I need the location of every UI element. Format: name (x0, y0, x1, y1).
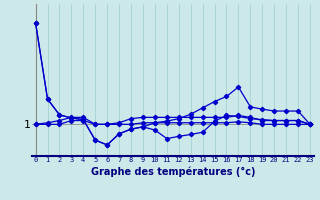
X-axis label: Graphe des températures (°c): Graphe des températures (°c) (91, 166, 255, 177)
